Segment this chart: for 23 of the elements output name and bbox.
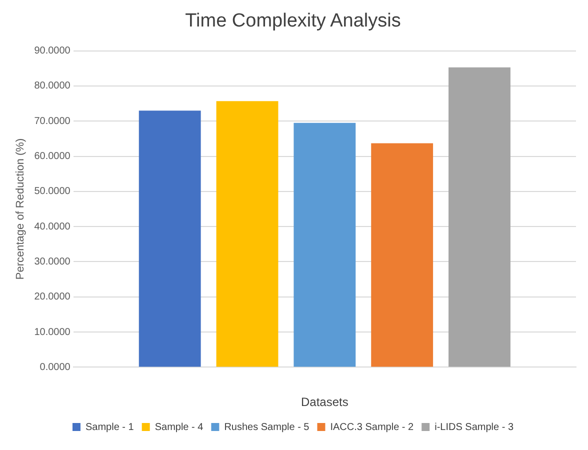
y-tick-label: 70.0000 xyxy=(34,116,71,127)
chart-title: Time Complexity Analysis xyxy=(185,10,401,32)
y-tick-label: 60.0000 xyxy=(34,151,71,162)
y-tick-label: 90.0000 xyxy=(34,46,71,57)
bar xyxy=(371,143,434,367)
legend-label: Sample - 4 xyxy=(154,422,204,433)
y-tick-label: 30.0000 xyxy=(34,256,71,268)
legend-label: Rushes Sample - 5 xyxy=(224,422,310,433)
legend-label: i-LIDS Sample - 3 xyxy=(434,422,514,433)
y-tick-label: 50.0000 xyxy=(34,186,71,198)
x-axis-title: Datasets xyxy=(300,395,348,410)
bar xyxy=(138,110,201,367)
bar xyxy=(294,122,356,367)
y-tick-label: 0.0000 xyxy=(40,362,71,373)
bar xyxy=(448,67,510,367)
legend-label: IACC.3 Sample - 2 xyxy=(330,422,414,433)
y-tick-label: 10.0000 xyxy=(34,326,71,338)
y-tick-label: 40.0000 xyxy=(34,221,71,232)
y-tick-label: 20.0000 xyxy=(34,292,71,303)
y-tick-label: 80.0000 xyxy=(34,80,71,92)
legend-label: Sample - 1 xyxy=(85,422,134,433)
y-axis-title: Percentage of Reduction (%) xyxy=(14,138,27,280)
bar xyxy=(216,101,278,367)
